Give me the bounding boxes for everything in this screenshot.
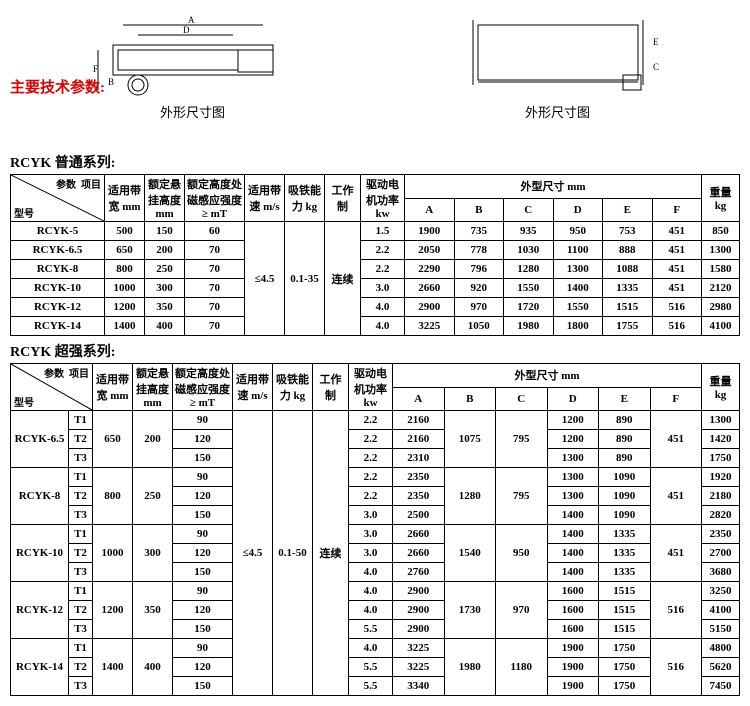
table-row: RCYK-14 <box>11 639 69 696</box>
table-row: RCYK-6.5 <box>11 241 105 260</box>
svg-text:F: F <box>93 64 98 74</box>
header-corner: 型号参数 项目 <box>11 175 105 222</box>
caption-right: 外形尺寸图 <box>448 102 668 121</box>
h-weight: 重量 kg <box>702 175 740 222</box>
h-hang-height: 额定悬挂高度 mm <box>145 175 185 222</box>
h-dims: 外型尺寸 mm <box>405 175 702 199</box>
h-iron: 吸铁能力 kg <box>285 175 325 222</box>
svg-text:C: C <box>653 62 659 72</box>
diagrams-row: A D F B 外形尺寸图 E C 外形尺寸图 <box>10 10 740 121</box>
table-row: RCYK-12 <box>11 298 105 317</box>
table-row: RCYK-10 <box>11 279 105 298</box>
caption-left: 外形尺寸图 <box>83 102 303 121</box>
series2-title: RCYK 超强系列: <box>10 341 740 361</box>
svg-text:A: A <box>188 15 195 25</box>
svg-text:D: D <box>183 25 190 35</box>
table-row: RCYK-8 <box>11 260 105 279</box>
table-series1: 型号参数 项目 适用带宽 mm 额定悬挂高度 mm 额定高度处磁感应强度≥ mT… <box>10 174 740 336</box>
table-series2: 型号参数 项目 适用带宽 mm 额定悬挂高度 mm 额定高度处磁感应强度≥ mT… <box>10 363 740 696</box>
h-work: 工作制 <box>325 175 361 222</box>
h-belt-width: 适用带宽 mm <box>105 175 145 222</box>
header-corner-2: 型号参数 项目 <box>11 364 93 411</box>
diagram-right: E C 外形尺寸图 <box>448 10 668 121</box>
series1-title: RCYK 普通系列: <box>10 152 740 172</box>
table-row: RCYK-12 <box>11 582 69 639</box>
h-speed: 适用带速 m/s <box>245 175 285 222</box>
diagram-left: A D F B 外形尺寸图 <box>83 10 303 121</box>
table-row: RCYK-10 <box>11 525 69 582</box>
table-row: RCYK-5 <box>11 222 105 241</box>
h-motor: 驱动电机功率 kw <box>361 175 405 222</box>
svg-text:E: E <box>653 37 659 47</box>
table-row: RCYK-8 <box>11 468 69 525</box>
section-title: 主要技术参数: <box>10 76 130 97</box>
table-row: RCYK-6.5 <box>11 411 69 468</box>
h-mag: 额定高度处磁感应强度≥ mT <box>185 175 245 222</box>
table-row: RCYK-14 <box>11 317 105 336</box>
outline-drawing-right: E C <box>448 10 668 100</box>
